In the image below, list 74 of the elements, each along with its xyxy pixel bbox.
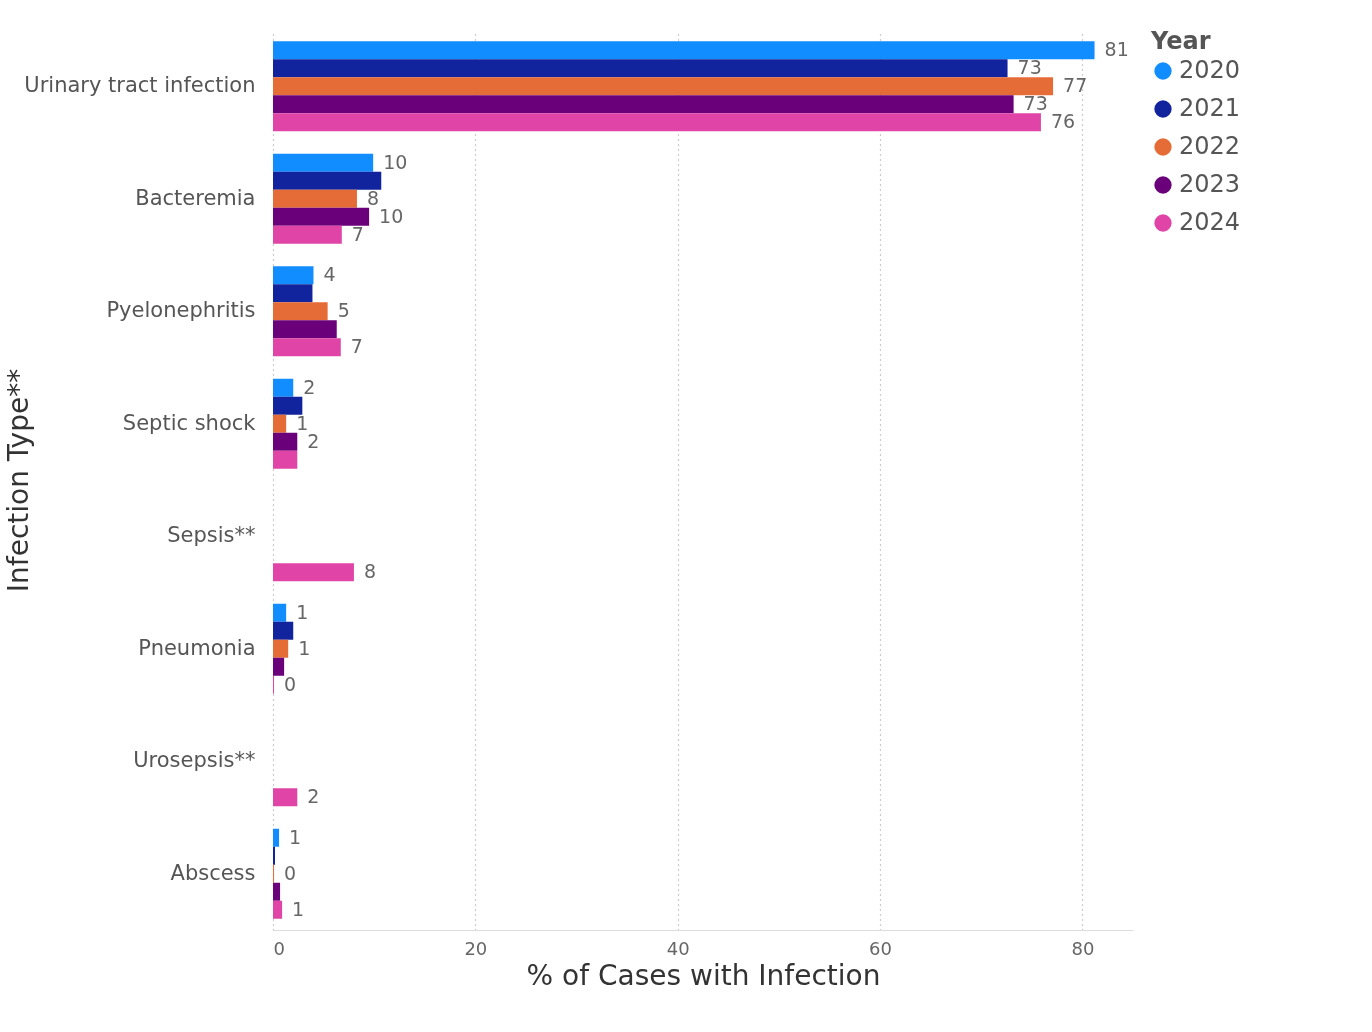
- data-label: 4: [323, 263, 336, 286]
- data-label: 5: [337, 299, 350, 322]
- data-label: 2: [307, 429, 320, 452]
- bar: [273, 171, 382, 190]
- bar: [273, 788, 298, 807]
- bar: [273, 153, 374, 172]
- data-label: 76: [1050, 110, 1076, 133]
- data-label: 77: [1063, 74, 1088, 97]
- legend-label: 2022: [1179, 132, 1241, 160]
- bar: [273, 284, 313, 303]
- y-tick-label: Sepsis**: [167, 523, 256, 548]
- legend-label: 2020: [1179, 56, 1241, 84]
- bar: [273, 846, 276, 865]
- bar: [273, 95, 1014, 114]
- bar: [273, 320, 337, 339]
- data-label: 10: [379, 204, 404, 227]
- bar: [273, 59, 1008, 78]
- data-label: 73: [1023, 92, 1048, 115]
- bar: [273, 828, 280, 847]
- bar: [273, 882, 281, 901]
- data-label: 1: [292, 897, 305, 920]
- y-axis-title: Infection Type**: [1, 368, 35, 593]
- bar: [273, 639, 289, 658]
- data-label: 7: [351, 222, 364, 245]
- data-label: 81: [1104, 38, 1129, 61]
- bar: [273, 378, 294, 397]
- data-label: 73: [1017, 56, 1042, 79]
- bar: [273, 432, 298, 451]
- bar: [273, 603, 287, 622]
- legend-label: 2023: [1179, 170, 1241, 198]
- bar: [273, 113, 1041, 132]
- bar: [273, 207, 370, 226]
- legend-label: 2021: [1179, 94, 1241, 122]
- data-label: 8: [363, 560, 377, 583]
- bar: [273, 266, 314, 285]
- bar: [273, 77, 1054, 96]
- y-tick-label: Septic shock: [122, 410, 257, 435]
- bar: [273, 189, 357, 208]
- x-tick-label: 80: [1071, 937, 1095, 959]
- data-label: 2: [307, 785, 320, 808]
- data-label: 0: [284, 672, 297, 695]
- y-tick-label: Bacteremia: [135, 185, 256, 210]
- x-tick-label: 40: [666, 937, 690, 959]
- data-label: 8: [366, 186, 380, 209]
- legend-title: Year: [1150, 27, 1211, 55]
- bar: [273, 338, 341, 357]
- x-tick-label: 60: [869, 937, 893, 959]
- bar: [273, 621, 294, 640]
- x-tick-label: 0: [273, 937, 285, 959]
- data-label: 1: [296, 411, 309, 434]
- data-label: 1: [298, 636, 311, 659]
- data-label: 2: [303, 375, 316, 398]
- legend-label: 2024: [1179, 208, 1241, 236]
- y-tick-label: Urosepsis**: [133, 748, 256, 773]
- y-tick-label: Pneumonia: [138, 635, 256, 660]
- bar: [273, 225, 342, 244]
- bar: [273, 900, 283, 919]
- bar: [273, 396, 303, 415]
- bar: [273, 414, 287, 433]
- bar: [273, 563, 354, 582]
- bar: [273, 450, 298, 469]
- x-tick-label: 20: [464, 937, 488, 959]
- data-label: 1: [289, 825, 302, 848]
- data-label: 7: [350, 335, 363, 358]
- bar: [273, 41, 1095, 60]
- bar: [273, 657, 285, 676]
- data-label: 10: [383, 150, 408, 173]
- data-label: 0: [284, 861, 297, 884]
- y-tick-label: Urinary tract infection: [24, 73, 256, 98]
- data-label: 1: [296, 600, 309, 623]
- bar: [273, 302, 328, 321]
- x-axis-title: % of Cases with Infection: [526, 958, 881, 992]
- y-tick-label: Pyelonephritis: [106, 298, 256, 323]
- y-tick-label: Abscess: [170, 860, 256, 885]
